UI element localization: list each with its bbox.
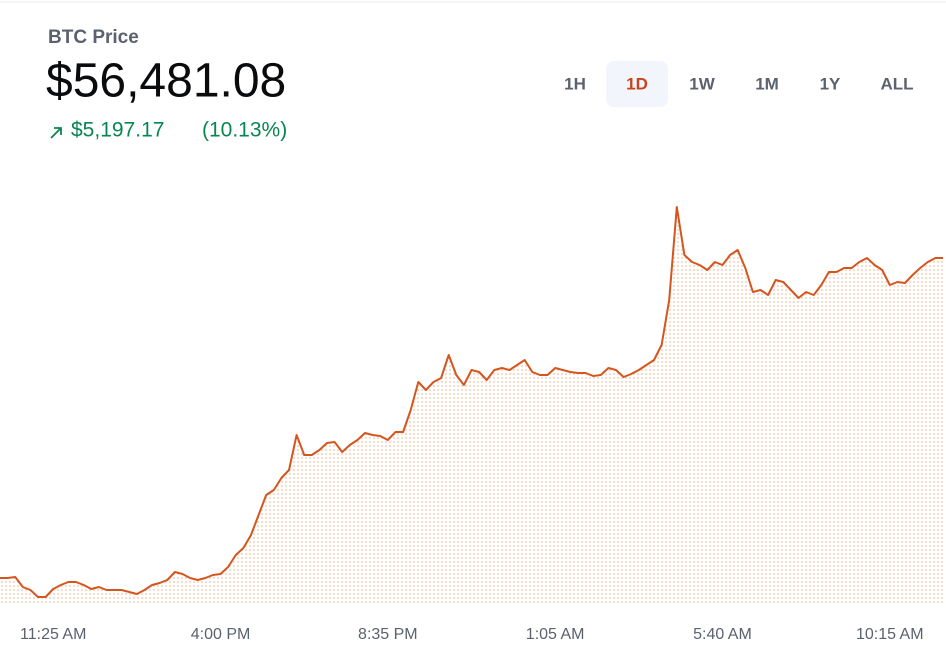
tab-label: 1W xyxy=(689,74,715,93)
range-tab[interactable]: 1M xyxy=(755,74,779,93)
price-change: $5,197.17 xyxy=(71,119,164,142)
price-label: BTC Price xyxy=(48,27,139,48)
tab-highlight xyxy=(606,61,668,107)
x-tick-label: 5:40 AM xyxy=(693,626,752,643)
area-fill xyxy=(0,207,943,603)
range-tab[interactable]: ALL xyxy=(880,74,913,93)
price: $56,481.08 xyxy=(46,55,286,108)
tab-label: 1D xyxy=(626,74,648,93)
x-tick-label: 10:15 AM xyxy=(856,626,924,643)
price-line xyxy=(0,206,943,598)
range-tab[interactable]: 1Y xyxy=(820,74,841,93)
tab-label: ALL xyxy=(880,74,913,93)
x-tick-label: 1:05 AM xyxy=(526,626,585,643)
range-tab[interactable]: 1W xyxy=(689,74,715,93)
x-tick-label: 8:35 PM xyxy=(358,626,418,643)
x-tick-label: 4:00 PM xyxy=(191,626,251,643)
plot: 11:25 AM 4:00 PM 8:35 PM 1:05 AM 5:40 AM 10:1… xyxy=(0,206,943,643)
x-tick-label: 11:25 AM xyxy=(20,626,86,643)
price-change-percent: (10.13%) xyxy=(202,119,287,142)
tab-label: 1M xyxy=(755,74,779,93)
range-tab[interactable]: 1D xyxy=(606,61,668,107)
range-tab[interactable]: 1H xyxy=(564,74,586,93)
up-arrow xyxy=(50,127,62,139)
tab-label: 1H xyxy=(564,74,586,93)
tab-label: 1Y xyxy=(820,74,841,93)
range-tabs: 1H 1D 1W 1M 1Y ALL xyxy=(564,61,914,107)
